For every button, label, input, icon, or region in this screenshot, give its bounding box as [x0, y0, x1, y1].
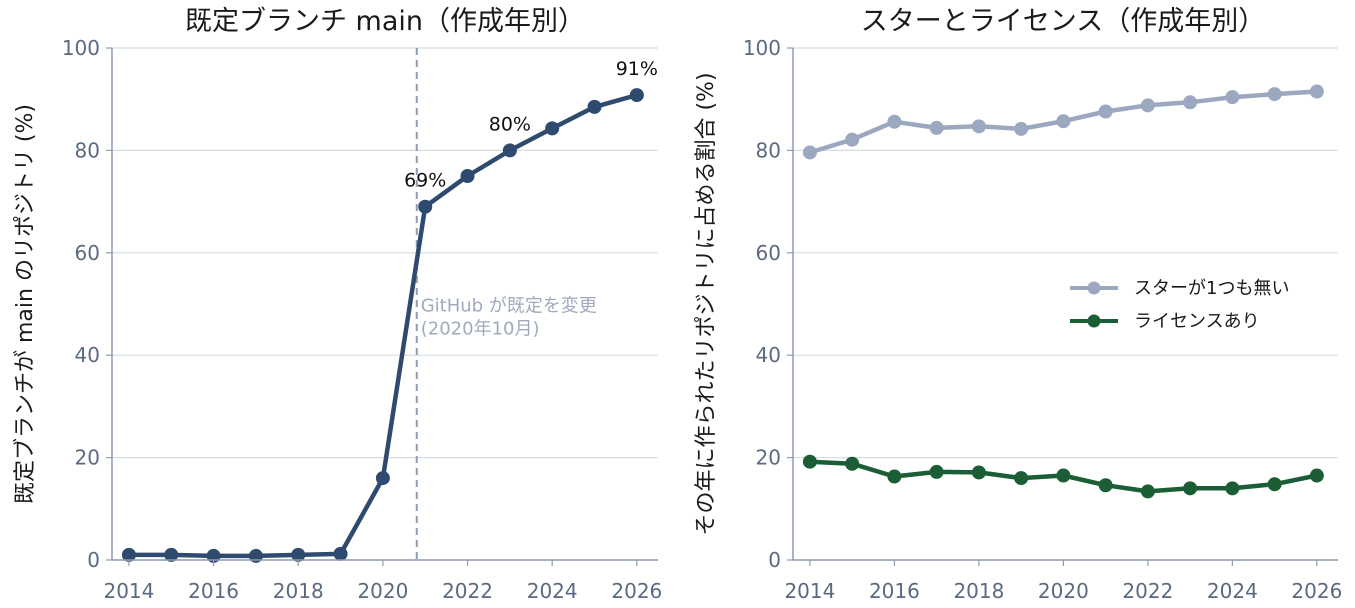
y-tick-label-20: 20: [756, 446, 781, 470]
x-tick-label-2014: 2014: [784, 579, 835, 603]
data-point-1-2016: [887, 469, 902, 484]
data-label-2026: 91%: [616, 58, 658, 80]
y-axis-label: 既定ブランチが main のリポジトリ (%): [13, 104, 38, 504]
data-point-0-2020: [1056, 114, 1071, 129]
data-point-1-2014: [802, 454, 817, 469]
x-tick-label-2022: 2022: [1122, 579, 1173, 603]
x-tick-label-2016: 2016: [869, 579, 920, 603]
y-tick-label-20: 20: [75, 446, 100, 470]
main-branch-chart: 既定ブランチ main（作成年別） 既定ブランチが main のリポジトリ (%…: [13, 6, 662, 603]
data-point-0-2023: [502, 143, 517, 158]
y-tick-label-40: 40: [756, 343, 781, 367]
data-point-0-2022: [460, 169, 475, 183]
y-tick-label-100: 100: [743, 36, 781, 60]
legend-marker-licensed: [1087, 314, 1101, 328]
data-point-0-2018: [971, 119, 986, 134]
data-point-1-2025: [1267, 477, 1282, 492]
y-tick-label-60: 60: [75, 241, 100, 265]
x-tick-label-2024: 2024: [527, 579, 578, 603]
data-point-1-2015: [845, 456, 860, 471]
data-point-0-2025: [1267, 87, 1282, 102]
x-tick-label-2024: 2024: [1207, 579, 1258, 603]
y-tick-label-0: 0: [768, 548, 781, 572]
data-point-1-2021: [1098, 478, 1113, 493]
data-label-2023: 80%: [489, 113, 531, 135]
annotation-text-line-2: (2020年10月): [421, 319, 540, 340]
data-point-0-2025: [587, 99, 602, 114]
data-point-0-2019: [1014, 121, 1029, 136]
data-point-0-2015: [845, 132, 860, 147]
x-tick-label-2020: 2020: [357, 579, 408, 603]
data-point-0-2022: [1140, 98, 1155, 113]
y-axis-label: その年に作られたリポジトリに占める割合 (%): [694, 72, 719, 535]
chart-title: 既定ブランチ main（作成年別）: [185, 6, 585, 37]
y-tick-label-80: 80: [756, 138, 781, 162]
data-point-1-2023: [1183, 481, 1198, 496]
legend-label-no-stars: スターが1つも無い: [1134, 278, 1289, 299]
legend: スターが1つも無い ライセンスあり: [1070, 278, 1289, 332]
x-tick-label-2022: 2022: [442, 579, 493, 603]
y-tick-label-60: 60: [756, 241, 781, 265]
chart-title: スターとライセンス（作成年別）: [861, 6, 1265, 37]
data-point-1-2017: [929, 464, 944, 479]
x-tick-label-2020: 2020: [1038, 579, 1089, 603]
data-point-0-2014: [802, 145, 817, 160]
data-point-0-2014: [121, 547, 136, 562]
x-tick-label-2016: 2016: [188, 579, 239, 603]
data-point-1-2020: [1056, 468, 1071, 483]
data-point-0-2021: [418, 199, 433, 214]
data-point-1-2022: [1140, 484, 1155, 499]
data-point-0-2026: [629, 88, 644, 103]
legend-label-licensed: ライセンスあり: [1134, 311, 1260, 332]
y-tick-label-80: 80: [75, 138, 100, 162]
x-tick-label-2018: 2018: [953, 579, 1004, 603]
data-point-0-2015: [164, 547, 179, 562]
legend-marker-no-stars: [1087, 281, 1101, 295]
data-point-0-2017: [248, 548, 263, 563]
data-point-0-2020: [375, 471, 390, 486]
x-tick-label-2026: 2026: [1291, 579, 1342, 603]
data-point-0-2016: [887, 114, 902, 129]
data-point-0-2023: [1183, 95, 1198, 110]
data-point-0-2026: [1309, 84, 1324, 99]
annotation-text-line-1: GitHub が既定を変更: [421, 296, 597, 317]
data-point-1-2024: [1225, 481, 1240, 496]
data-label-2021: 69%: [404, 170, 446, 192]
axes: 0 20 40 60 80 100 2014 2016 2018 2020 2022 2024 2026: [62, 36, 662, 603]
data-labels: 69% 80% 91%: [404, 58, 658, 192]
data-point-1-2026: [1309, 468, 1324, 483]
axes: 0 20 40 60 80 100 2014 2016 2018 2020 2022 2024 2026: [743, 36, 1343, 603]
x-tick-label-2018: 2018: [273, 579, 324, 603]
series-layer: [121, 88, 644, 563]
data-point-0-2019: [333, 546, 348, 561]
stars-license-chart: スターとライセンス（作成年別） その年に作られたリポジトリに占める割合 (%) …: [694, 6, 1342, 603]
x-tick-label-2026: 2026: [611, 579, 662, 603]
data-point-0-2024: [1225, 90, 1240, 105]
gridlines: [793, 47, 1338, 561]
data-point-1-2018: [971, 465, 986, 480]
data-point-0-2017: [929, 120, 944, 135]
x-tick-label-2014: 2014: [103, 579, 154, 603]
data-point-1-2019: [1014, 471, 1029, 486]
y-tick-label-0: 0: [87, 548, 100, 572]
series-line-0: [126, 92, 640, 559]
data-point-0-2021: [1098, 104, 1113, 119]
y-tick-label-100: 100: [62, 36, 100, 60]
y-tick-label-40: 40: [75, 343, 100, 367]
series-layer: [802, 84, 1324, 499]
data-point-0-2018: [291, 547, 306, 562]
data-point-0-2024: [545, 121, 560, 136]
